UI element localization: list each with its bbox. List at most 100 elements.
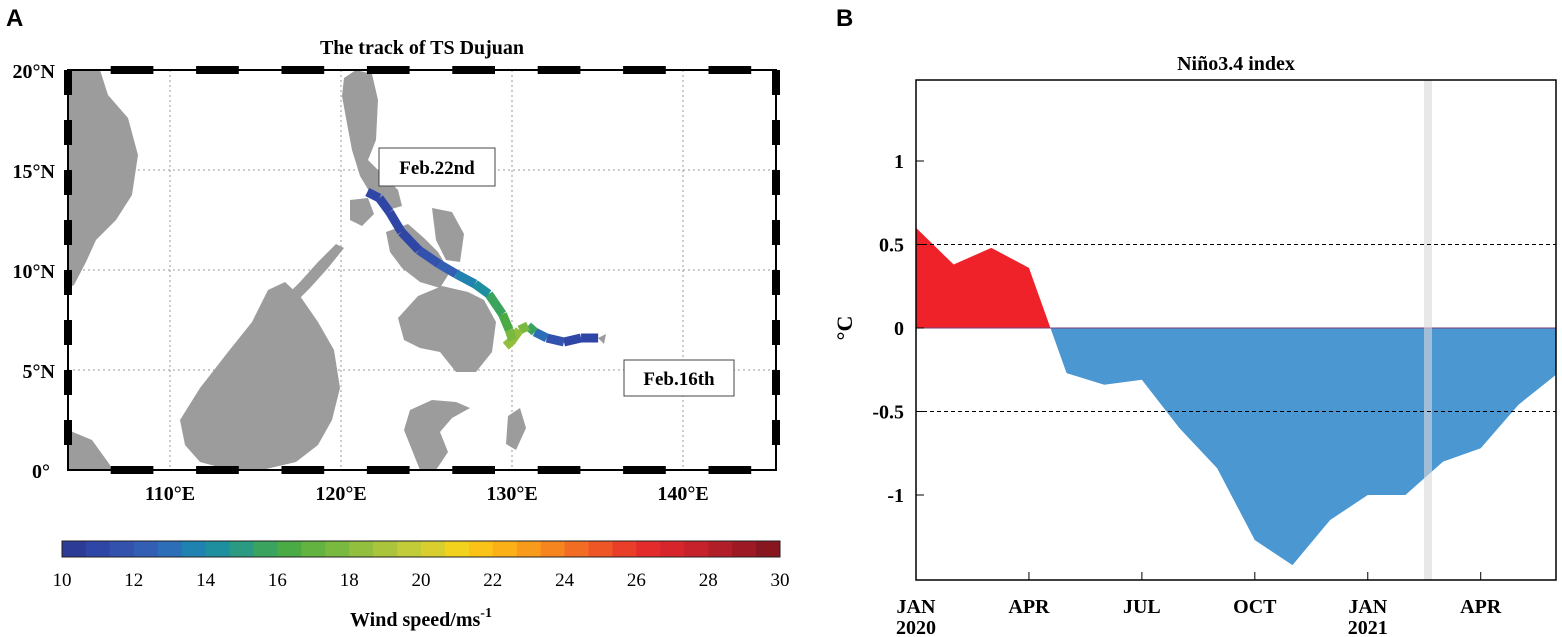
- x-tick-label: JUL: [1123, 596, 1161, 618]
- colorbar-swatch: [109, 541, 135, 557]
- colorbar-swatch: [85, 541, 111, 557]
- track-segment: [454, 270, 478, 288]
- track-segment: [502, 336, 516, 350]
- lat-label: 0°: [32, 461, 50, 483]
- track-segment: [385, 209, 406, 235]
- colorbar-tick-label: 30: [771, 570, 790, 591]
- colorbar-swatch: [540, 541, 566, 557]
- y-tick-label: -0.5: [872, 402, 904, 424]
- x-tick-year: 2020: [896, 617, 936, 637]
- panel-b-letter: B: [836, 5, 853, 32]
- colorbar-swatch: [756, 541, 781, 557]
- colorbar-tick-label: 20: [412, 570, 431, 591]
- x-tick-year: 2021: [1348, 617, 1388, 637]
- x-tick-label: JAN: [1348, 596, 1387, 618]
- land-sumatra: [68, 430, 112, 470]
- colorbar-tick-label: 28: [699, 570, 718, 591]
- area-negative: [916, 328, 1556, 566]
- lon-label: 130°E: [486, 483, 537, 505]
- land-mindoro: [350, 198, 374, 226]
- track-segment: [562, 333, 583, 347]
- colorbar-swatch: [444, 541, 470, 557]
- land-palau: [598, 334, 606, 344]
- x-tick-label: JAN: [897, 596, 936, 618]
- y-tick-label: 0.5: [879, 235, 904, 257]
- colorbar-swatch: [62, 541, 87, 557]
- land-indochina: [68, 70, 138, 288]
- colorbar-swatch: [157, 541, 183, 557]
- colorbar-swatch: [205, 541, 231, 557]
- annotation-end-label: Feb.16th: [643, 369, 715, 390]
- track-segment: [517, 321, 530, 335]
- colorbar-tick-label: 16: [268, 570, 287, 591]
- land-borneo: [180, 282, 340, 470]
- colorbar-swatch: [636, 541, 661, 557]
- lat-label: 10°N: [13, 261, 56, 283]
- track-segment: [525, 322, 538, 336]
- colorbar-swatch: [253, 541, 278, 557]
- land-halmahera: [506, 408, 526, 450]
- track-segment: [375, 195, 394, 215]
- lon-label: 120°E: [315, 483, 366, 505]
- track-segment: [398, 228, 422, 254]
- colorbar-swatch: [301, 541, 326, 557]
- lon-label: 110°E: [145, 483, 195, 505]
- colorbar-swatch: [373, 541, 398, 557]
- lon-labels: 110°E 120°E 130°E 140°E: [145, 483, 709, 505]
- x-tick-label: APR: [1460, 596, 1502, 618]
- y-tick-label: 0: [894, 318, 904, 340]
- track-segment: [416, 246, 442, 268]
- track-segment: [532, 327, 549, 343]
- colorbar-swatch: [181, 541, 207, 557]
- annotation-end-box: Feb.16th: [623, 359, 735, 397]
- colorbar-swatch: [325, 541, 350, 557]
- lat-label: 15°N: [13, 161, 56, 183]
- colorbar-swatch: [229, 541, 254, 557]
- lat-label: 5°N: [23, 361, 56, 383]
- x-tick-label: APR: [1008, 596, 1050, 618]
- colorbar-swatch: [732, 541, 757, 557]
- colorbar-swatch: [660, 541, 685, 557]
- lon-label: 140°E: [657, 483, 708, 505]
- colorbar-swatch: [349, 541, 374, 557]
- track-segment: [365, 187, 382, 203]
- storm-track: [365, 187, 599, 350]
- x-tick-label: OCT: [1233, 596, 1277, 618]
- colorbar-tick-label: 22: [483, 570, 502, 591]
- colorbar: [62, 541, 781, 557]
- y-tick-label: -1: [887, 485, 904, 507]
- annotation-start-label: Feb.22nd: [399, 158, 475, 179]
- colorbar-swatch: [516, 541, 542, 557]
- plot-frame: [915, 79, 1557, 581]
- colorbar-tick-label: 26: [627, 570, 646, 591]
- colorbar-swatch: [277, 541, 302, 557]
- track-segment: [436, 260, 459, 278]
- lat-label: 20°N: [13, 61, 56, 83]
- colorbar-swatch: [397, 541, 422, 557]
- colorbar-swatch: [468, 541, 494, 557]
- colorbar-swatch: [708, 541, 733, 557]
- land-mindanao: [398, 286, 496, 372]
- colorbar-tick-label: 14: [196, 570, 216, 591]
- colorbar-label: Wind speed/ms-1: [350, 606, 492, 631]
- annotation-start-box: Feb.22nd: [378, 147, 496, 187]
- map-frame: [64, 66, 780, 474]
- land-visayas: [386, 224, 450, 288]
- land-masses: [68, 70, 606, 470]
- colorbar-tick-label: 12: [124, 570, 143, 591]
- y-axis-label: °C: [832, 316, 857, 341]
- land-samar: [432, 208, 464, 262]
- track-segment: [504, 328, 517, 342]
- colorbar-tick-label: 10: [53, 570, 72, 591]
- colorbar-swatch: [133, 541, 159, 557]
- colorbar-swatch: [421, 541, 446, 557]
- colorbar-tick-label: 18: [340, 570, 359, 591]
- colorbar-swatch: [564, 541, 590, 557]
- land-luzon: [342, 70, 402, 210]
- chart-title: Niño3.4 index: [1177, 53, 1295, 75]
- colorbar-tick-label: 24: [555, 570, 575, 591]
- track-segment: [484, 291, 507, 317]
- colorbar-swatch: [684, 541, 709, 557]
